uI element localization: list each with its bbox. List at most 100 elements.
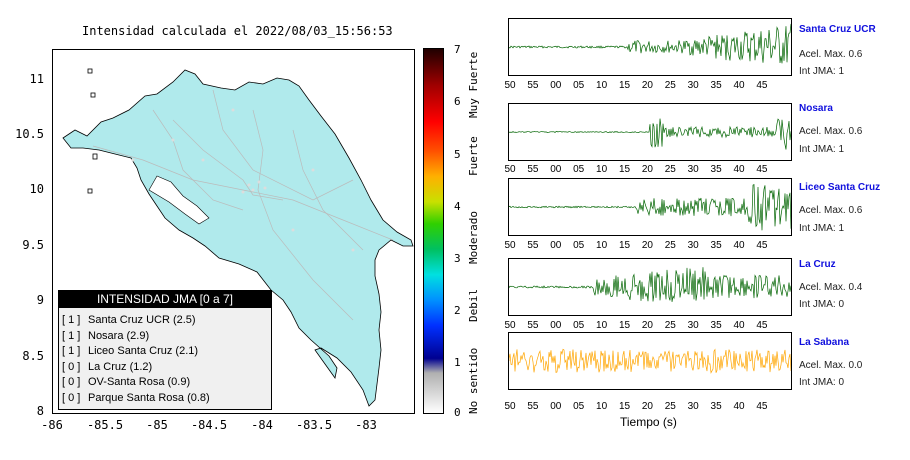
legend-badge: [ 0 ] [62,376,81,389]
trace-xtick: 40 [733,401,745,412]
intensity-legend [58,290,272,410]
colorbar-tick: 3 [454,252,461,265]
trace-xtick: 40 [733,164,745,175]
trace-xtick: 15 [618,240,631,251]
colorbar-label: Moderado [467,211,480,264]
trace-xtick: 00 [550,401,562,412]
trace-panel[interactable] [508,258,792,316]
trace-xtick: 45 [756,240,768,251]
trace-xtick: 20 [641,80,653,91]
trace-xtick: 15 [618,164,631,175]
trace-xtick: 55 [527,240,539,251]
station-accel: Acel. Max. 0.6 [799,126,863,137]
trace-xtick: 20 [641,164,653,175]
legend-item: [ 0 ] Parque Santa Rosa (0.8) [62,391,210,407]
legend-badge: [ 0 ] [62,391,81,404]
trace-xtick: 20 [641,401,653,412]
trace-xtick: 10 [596,164,608,175]
legend-item: [ 0 ] La Cruz (1.2) [62,360,210,376]
trace-xtick: 15 [618,320,631,331]
trace-xticks: 50 55 00 05 10 15 20 25 30 35 40 45 [500,80,800,92]
trace-panel[interactable] [508,18,792,76]
waveform [508,184,792,231]
map-ytick: 9 [36,293,44,307]
station-accel: Acel. Max. 0.6 [799,205,863,216]
trace-xtick: 35 [710,320,722,331]
trace-xticks: 50 55 00 05 10 15 20 25 30 35 40 45 [500,240,800,252]
trace-xticks: 50 55 00 05 10 15 20 25 30 35 40 45 [500,164,800,176]
trace-xtick: 25 [664,320,676,331]
colorbar-tick: 0 [454,406,461,419]
colorbar-label: Fuerte [467,136,480,176]
map-title: Intensidad calculada el 2022/08/03_15:56… [82,24,393,38]
trace-xtick: 50 [504,80,516,91]
trace-xtick: 05 [573,320,585,331]
trace-xtick: 15 [618,401,631,412]
legend-label: La Cruz (1.2) [88,360,153,373]
trace-xtick: 35 [710,80,722,91]
legend-badge: [ 0 ] [62,360,81,373]
station-name: Santa Cruz UCR [799,24,876,35]
trace-xtick: 00 [550,240,562,251]
trace-xtick: 45 [756,80,768,91]
trace-xtick: 55 [527,164,539,175]
trace-xtick: 50 [504,240,516,251]
legend-badge: [ 1 ] [62,314,81,326]
trace-xtick: 30 [687,240,699,251]
trace-xtick: 50 [504,164,516,175]
trace-xticks: 50 55 00 05 10 15 20 25 30 35 40 45 [500,401,800,413]
trace-xtick: 10 [596,240,608,251]
trace-xtick: 35 [710,164,722,175]
trace-xticks: 50 55 00 05 10 15 20 25 30 35 40 45 [500,320,800,332]
trace-xtick: 05 [573,240,585,251]
trace-xtick: 25 [664,401,676,412]
trace-xtick: 30 [687,320,699,331]
trace-xtick: 05 [573,401,585,412]
station-accel: Acel. Max. 0.6 [799,49,863,60]
colorbar-tick: 5 [454,148,461,161]
station-name: La Cruz [799,259,836,270]
trace-xtick: 10 [596,80,608,91]
trace-panel[interactable] [508,332,792,390]
trace-xtick: 00 [550,164,562,175]
map-xtick: -85.5 [86,418,124,432]
map-ytick: 8.5 [22,349,44,363]
trace-xtick: 10 [596,320,608,331]
waveform [508,23,792,64]
legend-item: [ 1 ] Liceo Santa Cruz (2.1) [62,344,210,360]
trace-xtick: 20 [641,320,653,331]
waveform [508,348,792,374]
waveform [508,267,792,302]
trace-xtick: 00 [550,80,562,91]
trace-xtick: 35 [710,240,722,251]
trace-xtick: 40 [733,80,745,91]
station-name: Nosara [799,103,833,114]
trace-panel[interactable] [508,103,792,161]
map-ytick: 11 [29,72,44,86]
trace-xtick: 05 [573,164,585,175]
legend-item: [ 1 ] Santa Cruz UCR (2.5) [62,313,210,329]
legend-title: INTENSIDAD JMA [0 a 7] [58,290,272,308]
legend-badge: [ 1 ] [62,329,81,342]
station-name: La Sabana [799,337,850,348]
map-ytick: 8 [36,404,44,418]
map-xtick: -83 [355,418,377,432]
legend-item: [ 0 ] OV-Santa Rosa (0.9) [62,375,210,391]
trace-xtick: 25 [664,164,676,175]
trace-xtick: 00 [550,320,562,331]
trace-xtick: 30 [687,164,699,175]
station-marker [87,68,93,74]
trace-xtick: 25 [664,240,676,251]
intensity-colorbar [423,48,444,414]
map-ytick: 9.5 [22,238,44,252]
trace-panel[interactable] [508,178,792,236]
time-axis-label: Tiempo (s) [620,415,677,429]
map-xtick: -84.5 [190,418,228,432]
legend-list: [ 1 ] Santa Cruz UCR (2.5) [ 1 ] Nosara (2… [62,313,210,407]
station-jma: Int JMA: 1 [799,144,845,155]
trace-xtick: 55 [527,401,539,412]
trace-xtick: 35 [710,401,722,412]
nicoya-gulf [148,175,210,225]
trace-xtick: 15 [618,80,631,91]
legend-badge: [ 1 ] [62,345,81,358]
